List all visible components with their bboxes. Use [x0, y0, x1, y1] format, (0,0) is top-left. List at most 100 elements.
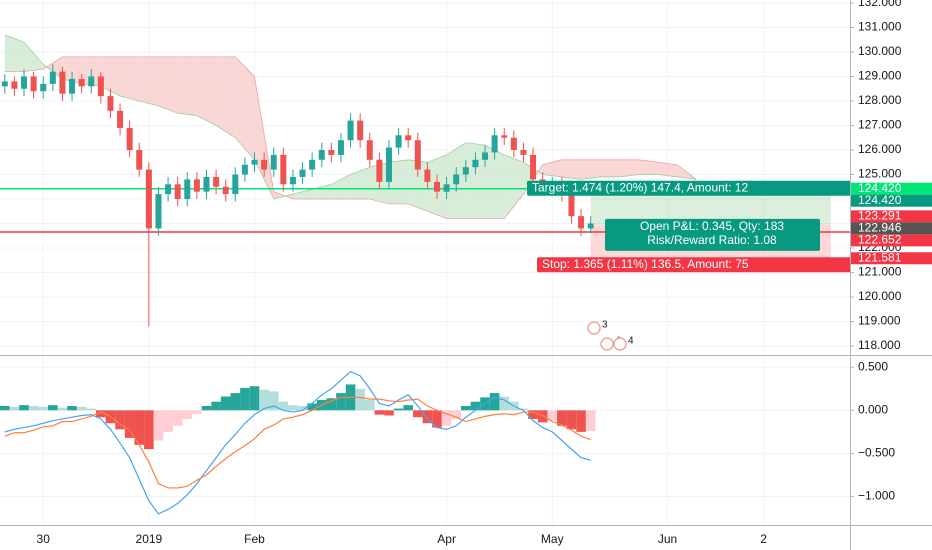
cloud-segment: [408, 159, 428, 212]
candle-body: [21, 76, 28, 89]
y-tick-label: 119.000: [858, 314, 901, 328]
cloud-segment: [100, 56, 121, 97]
histogram-bar: [182, 410, 193, 419]
histogram-bar: [576, 410, 586, 432]
rr-label: Risk/Reward Ratio: 1.08: [647, 233, 777, 247]
x-tick-label: Apr: [437, 532, 456, 546]
histogram-bar: [489, 393, 500, 411]
candle-body: [309, 159, 316, 170]
candle-body: [376, 159, 383, 182]
cloud-segment: [292, 189, 313, 199]
y-tick-label: 127.000: [858, 118, 902, 132]
y-tick-label: 125.000: [858, 167, 902, 181]
cloud-segment: [504, 154, 524, 219]
x-tick-label: May: [541, 532, 564, 546]
cloud-segment: [4, 34, 25, 72]
histogram-bar: [0, 406, 10, 411]
candle-body: [405, 135, 412, 141]
histogram-bar: [48, 405, 58, 411]
candle-body: [117, 110, 124, 128]
cloud-segment: [388, 159, 409, 204]
histogram-bar: [249, 386, 260, 411]
candle-body: [385, 147, 392, 182]
cloud-segment: [62, 56, 82, 84]
histogram-bar: [230, 393, 241, 411]
candle-body: [241, 164, 248, 175]
histogram-bar: [278, 401, 289, 411]
histogram-bar: [288, 405, 298, 411]
y-tick-label: −1.000: [858, 489, 895, 503]
candle-body: [520, 150, 527, 155]
histogram-bar: [384, 410, 394, 416]
candle-body: [30, 76, 37, 92]
candle-body: [510, 137, 517, 150]
candle-body: [155, 194, 162, 229]
price-tag: [851, 234, 932, 247]
y-tick-label: 129.000: [858, 69, 902, 83]
y-tick-label: 132.000: [858, 0, 902, 9]
candle-body: [289, 176, 296, 185]
axes: 30 2019 Feb Apr May Jun 2 118.000 119.000 120.000…: [37, 0, 932, 546]
candle-body: [491, 135, 498, 153]
cloud-segment: [638, 159, 658, 175]
histogram-bar: [201, 406, 212, 411]
histogram-bar: [470, 401, 481, 411]
candle-body: [126, 127, 133, 150]
candle-body: [49, 71, 56, 84]
cloud-segment: [120, 56, 140, 101]
target-label: Target: 1.474 (1.20%) 147.4, Amount: 12: [532, 180, 748, 194]
histogram-bar: [76, 406, 87, 411]
histogram-bar: [192, 410, 202, 414]
candle-body: [578, 216, 585, 229]
histogram-bar: [57, 407, 68, 411]
price-tag-label: 121.581: [858, 250, 902, 264]
y-tick-label: 121.000: [858, 265, 902, 279]
macd-pane: [0, 356, 850, 525]
price-tag: [851, 210, 932, 223]
candle-body: [174, 184, 181, 199]
histogram-bar: [297, 406, 308, 411]
candle-body: [443, 184, 450, 192]
candle-body: [107, 96, 114, 111]
histogram-bar: [124, 410, 135, 438]
x-tick-label: 30: [37, 532, 51, 546]
stop-label-box: [537, 257, 850, 273]
candle-body: [424, 169, 431, 182]
candle-body: [453, 174, 460, 185]
candle-body: [184, 179, 191, 199]
cloud-segment: [657, 162, 678, 177]
histogram-bar: [528, 410, 538, 419]
histogram-bar: [220, 396, 231, 411]
histogram-bar: [134, 410, 145, 445]
candle-body: [434, 181, 441, 192]
histogram-bar: [326, 398, 337, 411]
price-tag-label: 124.420: [858, 181, 902, 195]
candle-body: [462, 167, 469, 175]
y-tick-label: 131.000: [858, 20, 902, 34]
candle-body: [261, 159, 268, 170]
y-tick-label: 0.500: [858, 359, 888, 373]
cloud-segment: [485, 145, 505, 219]
histogram-bar: [355, 388, 365, 411]
cloud-segment: [196, 56, 217, 126]
candle-body: [1, 81, 8, 87]
histogram-bar: [96, 410, 106, 418]
histogram-bar: [557, 410, 567, 426]
cloud-segment: [139, 56, 159, 106]
cloud-span: [4, 56, 697, 219]
histogram-bar: [461, 406, 471, 411]
price-tag: [851, 182, 932, 195]
histogram-bar: [451, 410, 462, 419]
histogram-bar: [211, 401, 221, 411]
candle-body: [78, 78, 85, 87]
candle-body: [270, 154, 277, 170]
candle-body: [97, 76, 104, 97]
histogram-bar: [336, 393, 346, 411]
histogram-bar: [403, 405, 413, 411]
histogram-bar: [307, 403, 317, 411]
candle-body: [530, 154, 537, 180]
cloud-segment: [465, 142, 486, 219]
macd-line: [4, 396, 591, 489]
histogram-bar: [585, 410, 596, 432]
candle-body: [69, 78, 76, 94]
